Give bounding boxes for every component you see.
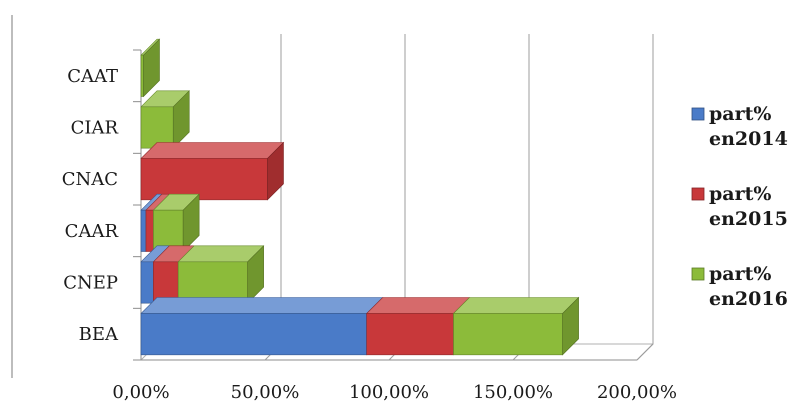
x-tick-label: 200,00% (597, 382, 677, 403)
category-label: BEA (79, 324, 119, 345)
legend-swatch (691, 107, 705, 121)
bar-side-face (562, 296, 579, 356)
legend-label: part% en2014 (709, 103, 788, 150)
category-label: CNAC (62, 169, 118, 190)
legend: part% en2014 part% en2015 part% en2016 (691, 103, 788, 310)
bar-group-cnep (140, 245, 265, 304)
bar-segment (140, 158, 268, 201)
bar-group-ciar (140, 90, 190, 149)
bar-side-face (143, 38, 160, 98)
bar-side-face (182, 193, 200, 253)
bar-segment (140, 313, 367, 356)
bar-segment (366, 313, 454, 356)
x-tick-label: 50,00% (231, 382, 300, 403)
bar-segment (453, 313, 563, 356)
bar-top-face (365, 297, 471, 314)
category-label: CIAR (71, 118, 119, 139)
x-tick-label: 0,00% (112, 382, 169, 403)
bar-segment (140, 261, 154, 304)
legend-label: part% en2015 (709, 183, 788, 230)
legend-swatch (691, 267, 705, 281)
bar-top-face (452, 297, 580, 314)
bar-group-cnac (140, 141, 285, 201)
bar-top-face (140, 297, 384, 314)
bar-group-caar (140, 193, 200, 253)
bar-segment (177, 261, 248, 304)
bar-side-face (267, 141, 284, 201)
bar-group-bea (140, 296, 580, 356)
bar-side-face (172, 90, 190, 149)
legend-item: part% en2015 (691, 183, 788, 230)
x-tick-label: 150,00% (473, 382, 553, 403)
bar-segment (153, 261, 179, 304)
legend-item: part% en2014 (691, 103, 788, 150)
gridline (636, 34, 654, 361)
bar-group-caat (140, 38, 161, 98)
bar-top-face (140, 142, 285, 159)
legend-item: part% en2016 (691, 263, 788, 310)
bars (140, 38, 580, 356)
legend-label: part% en2016 (709, 263, 788, 310)
x-axis-tick-labels: 0,00% 50,00% 100,00% 150,00% 200,00% (112, 382, 677, 403)
category-labels: BEA CNEP CAAR CNAC CIAR CAAT (62, 66, 119, 345)
bar-segment (153, 209, 184, 252)
bar-segment (140, 209, 147, 252)
category-label: CAAT (67, 66, 118, 87)
bar-segment (140, 106, 174, 149)
bar-side-face (247, 245, 264, 304)
category-label: CAAR (65, 221, 119, 242)
bar-segment (145, 209, 154, 252)
category-label: CNEP (63, 273, 118, 294)
legend-swatch (691, 187, 705, 201)
x-tick-label: 100,00% (349, 382, 429, 403)
bar-segment (140, 54, 144, 97)
